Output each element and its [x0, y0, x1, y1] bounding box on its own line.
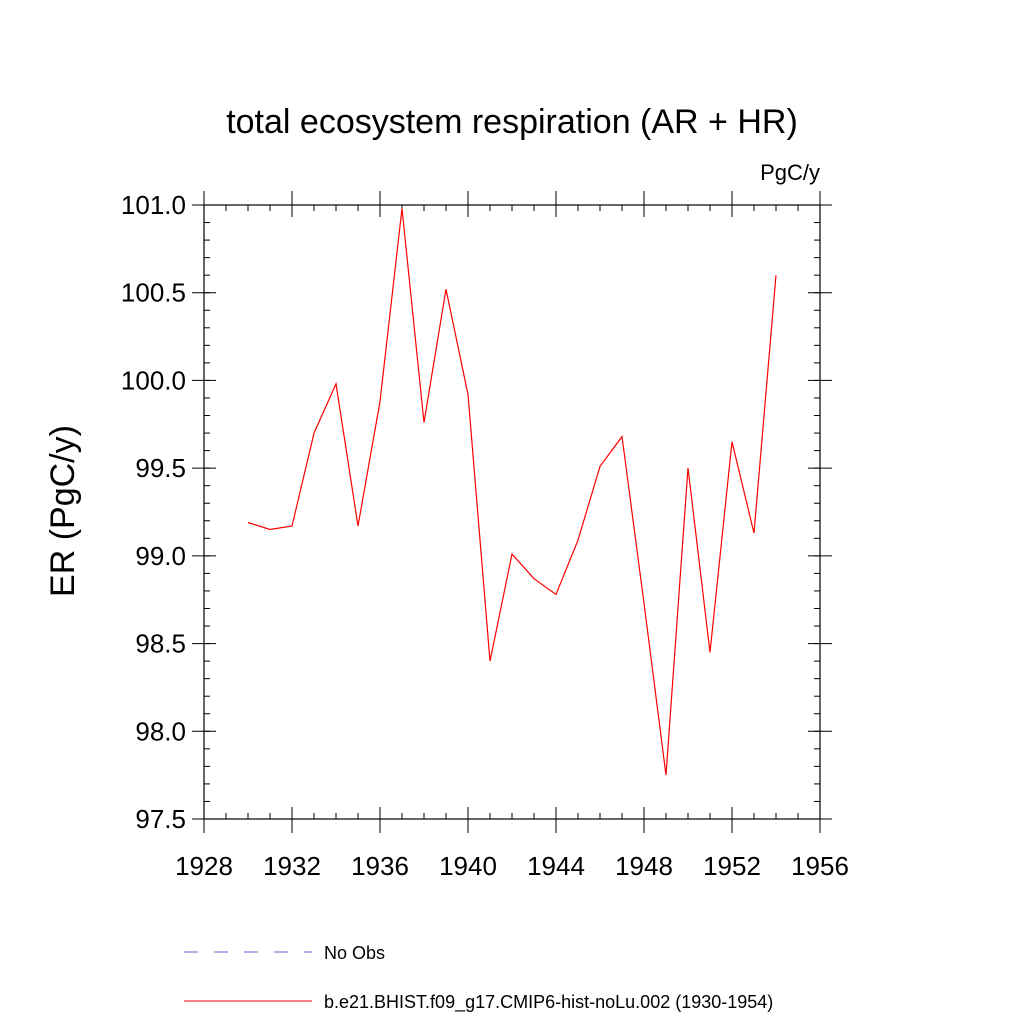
y-tick-label: 100.0	[121, 365, 186, 395]
x-tick-label: 1952	[703, 851, 761, 881]
x-tick-label: 1956	[791, 851, 849, 881]
y-tick-label: 100.5	[121, 278, 186, 308]
y-axis-label: ER (PgC/y)	[44, 425, 82, 597]
x-tick-label: 1932	[263, 851, 321, 881]
y-tick-label: 99.0	[135, 541, 186, 571]
legend: No Obs b.e21.BHIST.f09_g17.CMIP6-hist-noL…	[184, 943, 773, 1013]
legend-label: No Obs	[324, 943, 385, 963]
x-tick-label: 1940	[439, 851, 497, 881]
units-label: PgC/y	[760, 160, 820, 185]
y-tick-label: 98.0	[135, 716, 186, 746]
series-layer	[247, 208, 777, 776]
x-tick-label: 1944	[527, 851, 585, 881]
x-tick-label: 1928	[175, 851, 233, 881]
series-line-0	[247, 208, 777, 776]
legend-label: b.e21.BHIST.f09_g17.CMIP6-hist-noLu.002 …	[324, 992, 773, 1013]
y-axis-ticks: 97.5 98.0 98.5 99.0 99.5 100.0 100.5 101.0	[121, 190, 832, 834]
y-tick-label: 97.5	[135, 804, 186, 834]
y-tick-label: 99.5	[135, 453, 186, 483]
x-tick-label: 1948	[615, 851, 673, 881]
y-tick-label: 98.5	[135, 629, 186, 659]
chart-title: total ecosystem respiration (AR + HR)	[226, 103, 798, 141]
x-tick-label: 1936	[351, 851, 409, 881]
y-tick-label: 101.0	[121, 190, 186, 220]
x-axis-ticks: 1928 1932 1936 1940 1944 1948 1952 1956	[175, 191, 849, 881]
plot-frame	[203, 204, 821, 820]
